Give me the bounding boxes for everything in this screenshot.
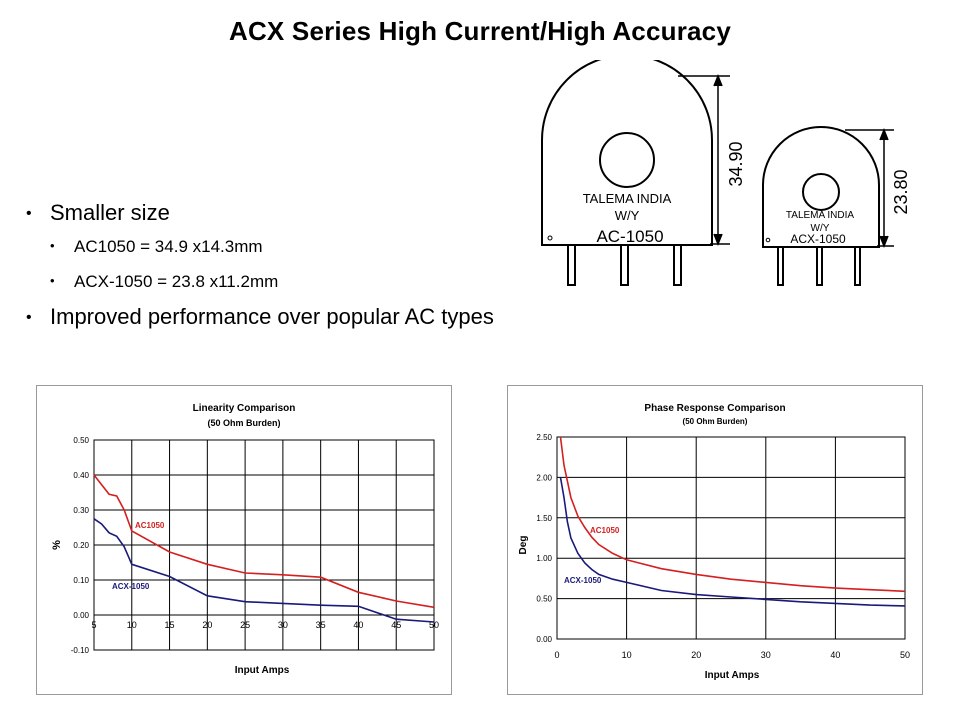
- x-tick-label: 30: [278, 620, 288, 630]
- x-tick-label: 45: [391, 620, 401, 630]
- y-tick-label: 1.00: [536, 554, 552, 563]
- chart-subtitle: (50 Ohm Burden): [683, 417, 748, 426]
- small-dimension-label: 23.80: [891, 169, 911, 214]
- y-axis-label: %: [51, 540, 63, 550]
- large-component-ac1050: [541, 60, 713, 286]
- chart-subtitle: (50 Ohm Burden): [207, 418, 280, 428]
- series-label-acx1050: ACX-1050: [564, 576, 602, 585]
- x-tick-label: 15: [165, 620, 175, 630]
- large-label-line1: TALEMA INDIA: [583, 191, 672, 206]
- large-model-label: AC-1050: [596, 227, 663, 246]
- y-tick-label: 0.50: [73, 436, 89, 445]
- bullet-dot: •: [50, 273, 55, 288]
- bullet-text: ACX-1050 = 23.8 x11.2mm: [74, 272, 279, 291]
- series-line-ac1050: [559, 436, 906, 593]
- y-tick-label: 0.40: [73, 471, 89, 480]
- small-component-acx1050: [762, 126, 880, 286]
- y-tick-label: 0.30: [73, 506, 89, 515]
- y-tick-label: 2.00: [536, 473, 552, 482]
- y-tick-label: 0.10: [73, 576, 89, 585]
- x-tick-label: 20: [202, 620, 212, 630]
- slide-title: ACX Series High Current/High Accuracy: [228, 16, 731, 46]
- series-label-ac1050: AC1050: [590, 526, 620, 535]
- series-label-ac1050: AC1050: [135, 521, 165, 530]
- series-line-acx1050: [93, 518, 435, 623]
- chart-frame: [36, 385, 452, 695]
- y-tick-label: 0.50: [536, 595, 552, 604]
- x-tick-label: 35: [316, 620, 326, 630]
- bullet-improved-performance: • Improved performance over popular AC ty…: [26, 304, 494, 330]
- x-tick-label: 0: [554, 650, 559, 660]
- x-axis-label: Input Amps: [235, 665, 290, 676]
- x-tick-label: 30: [761, 650, 771, 660]
- bullet-text: AC1050 = 34.9 x14.3mm: [74, 237, 263, 256]
- bullet-dot: •: [26, 205, 32, 222]
- large-label-line2: W/Y: [615, 208, 640, 223]
- chart-frame: [507, 385, 923, 695]
- x-tick-label: 10: [127, 620, 137, 630]
- sub-bullet-ac1050: • AC1050 = 34.9 x14.3mm: [50, 237, 263, 257]
- bullet-dot: •: [50, 238, 55, 253]
- y-tick-label: 0.20: [73, 541, 89, 550]
- x-axis-label: Input Amps: [705, 670, 760, 681]
- small-model-label: ACX-1050: [790, 232, 846, 246]
- x-tick-label: 20: [691, 650, 701, 660]
- small-label-line1: TALEMA INDIA: [786, 210, 854, 221]
- x-tick-label: 25: [240, 620, 250, 630]
- sub-bullet-acx1050: • ACX-1050 = 23.8 x11.2mm: [50, 272, 278, 292]
- bullet-dot: •: [26, 309, 32, 326]
- linearity-chart: Linearity Comparison (50 Ohm Burden) Inp…: [36, 385, 452, 695]
- x-tick-label: 10: [622, 650, 632, 660]
- y-tick-label: 0.00: [536, 635, 552, 644]
- bullet-text: Smaller size: [50, 200, 170, 225]
- x-tick-label: 50: [900, 650, 910, 660]
- chart-title: Linearity Comparison: [193, 403, 296, 414]
- component-drawing: TALEMA INDIA W/Y AC-1050 34.90 TALEMA IN…: [541, 60, 911, 286]
- y-axis-label: Deg: [518, 536, 529, 555]
- y-tick-label: 1.50: [536, 514, 552, 523]
- x-tick-label: 40: [830, 650, 840, 660]
- series-line-acx1050: [559, 477, 906, 607]
- bullet-smaller-size: • Smaller size: [26, 200, 170, 226]
- small-dimension-line: [845, 127, 894, 249]
- series-label-acx1050: ACX-1050: [112, 582, 150, 591]
- phase-response-chart: Phase Response Comparison (50 Ohm Burden…: [507, 385, 923, 695]
- y-tick-label: -0.10: [71, 646, 90, 655]
- small-label-line2: W/Y: [811, 223, 830, 234]
- plot-area: [93, 439, 435, 651]
- y-tick-label: 2.50: [536, 433, 552, 442]
- bullet-text: Improved performance over popular AC typ…: [50, 304, 494, 329]
- x-tick-label: 40: [353, 620, 363, 630]
- large-dimension-label: 34.90: [726, 141, 746, 186]
- chart-title: Phase Response Comparison: [644, 403, 785, 414]
- large-dimension-line: [678, 73, 730, 247]
- series-line-ac1050: [93, 474, 435, 609]
- plot-area: [556, 436, 906, 640]
- y-tick-label: 0.00: [73, 611, 89, 620]
